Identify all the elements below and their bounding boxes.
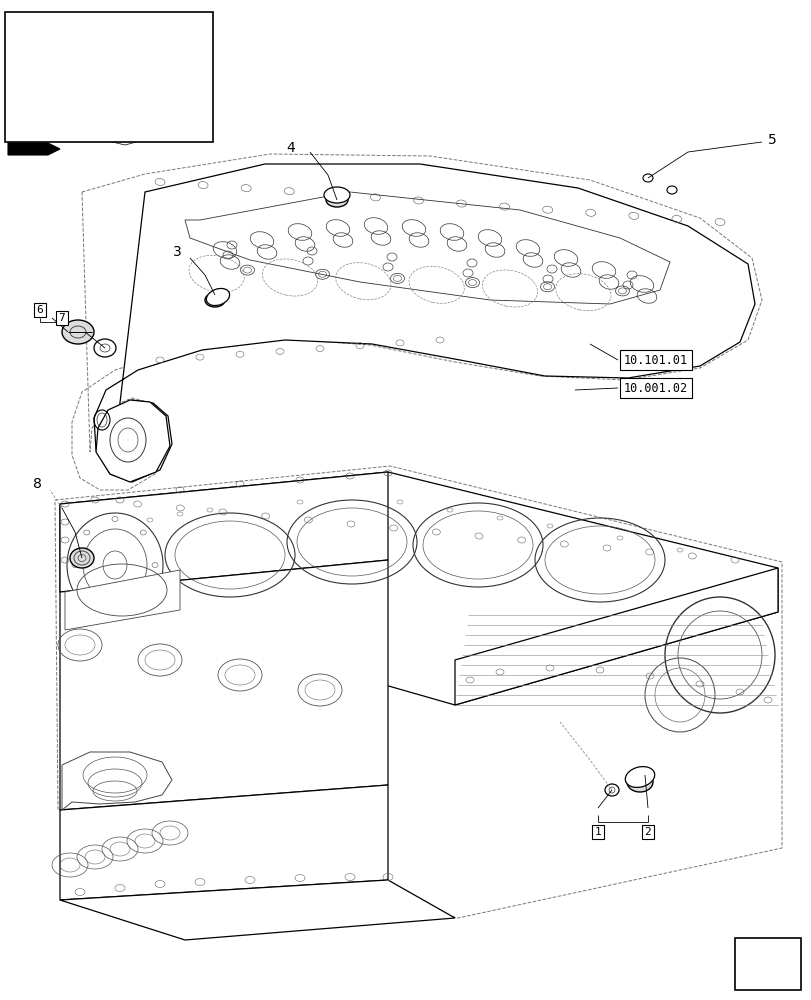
Polygon shape bbox=[185, 192, 669, 304]
Polygon shape bbox=[743, 950, 771, 978]
Text: 7: 7 bbox=[58, 313, 66, 323]
Polygon shape bbox=[454, 568, 777, 705]
Polygon shape bbox=[8, 143, 60, 155]
Ellipse shape bbox=[324, 187, 350, 203]
Ellipse shape bbox=[204, 293, 225, 307]
Polygon shape bbox=[60, 880, 454, 940]
Ellipse shape bbox=[604, 784, 618, 796]
Polygon shape bbox=[60, 472, 388, 592]
Ellipse shape bbox=[626, 772, 652, 792]
Ellipse shape bbox=[70, 548, 94, 568]
Text: 10.001.02: 10.001.02 bbox=[623, 381, 687, 394]
Text: 2: 2 bbox=[644, 827, 650, 837]
Polygon shape bbox=[60, 560, 388, 810]
Ellipse shape bbox=[94, 339, 116, 357]
Polygon shape bbox=[96, 400, 169, 482]
Polygon shape bbox=[739, 946, 791, 982]
Text: 3: 3 bbox=[173, 245, 182, 259]
Ellipse shape bbox=[624, 767, 654, 787]
Ellipse shape bbox=[206, 288, 230, 306]
Bar bbox=[130, 85, 155, 93]
Polygon shape bbox=[65, 570, 180, 630]
Bar bbox=[734, 938, 800, 990]
Text: 10.101.01: 10.101.01 bbox=[623, 354, 687, 366]
Text: 8: 8 bbox=[33, 477, 42, 491]
Polygon shape bbox=[62, 752, 172, 810]
Polygon shape bbox=[11, 146, 50, 152]
Text: 5: 5 bbox=[767, 133, 776, 147]
Bar bbox=[155, 74, 175, 88]
Ellipse shape bbox=[666, 186, 676, 194]
Text: 4: 4 bbox=[286, 141, 294, 155]
Bar bbox=[50, 85, 75, 93]
Text: 6: 6 bbox=[36, 305, 43, 315]
Polygon shape bbox=[60, 785, 388, 900]
Polygon shape bbox=[60, 472, 777, 705]
Ellipse shape bbox=[642, 174, 652, 182]
Polygon shape bbox=[94, 164, 754, 482]
Polygon shape bbox=[20, 76, 200, 145]
Text: 1: 1 bbox=[594, 827, 601, 837]
Ellipse shape bbox=[325, 193, 348, 207]
Bar bbox=[90, 85, 115, 93]
Ellipse shape bbox=[62, 320, 94, 344]
Bar bbox=[5, 12, 212, 142]
